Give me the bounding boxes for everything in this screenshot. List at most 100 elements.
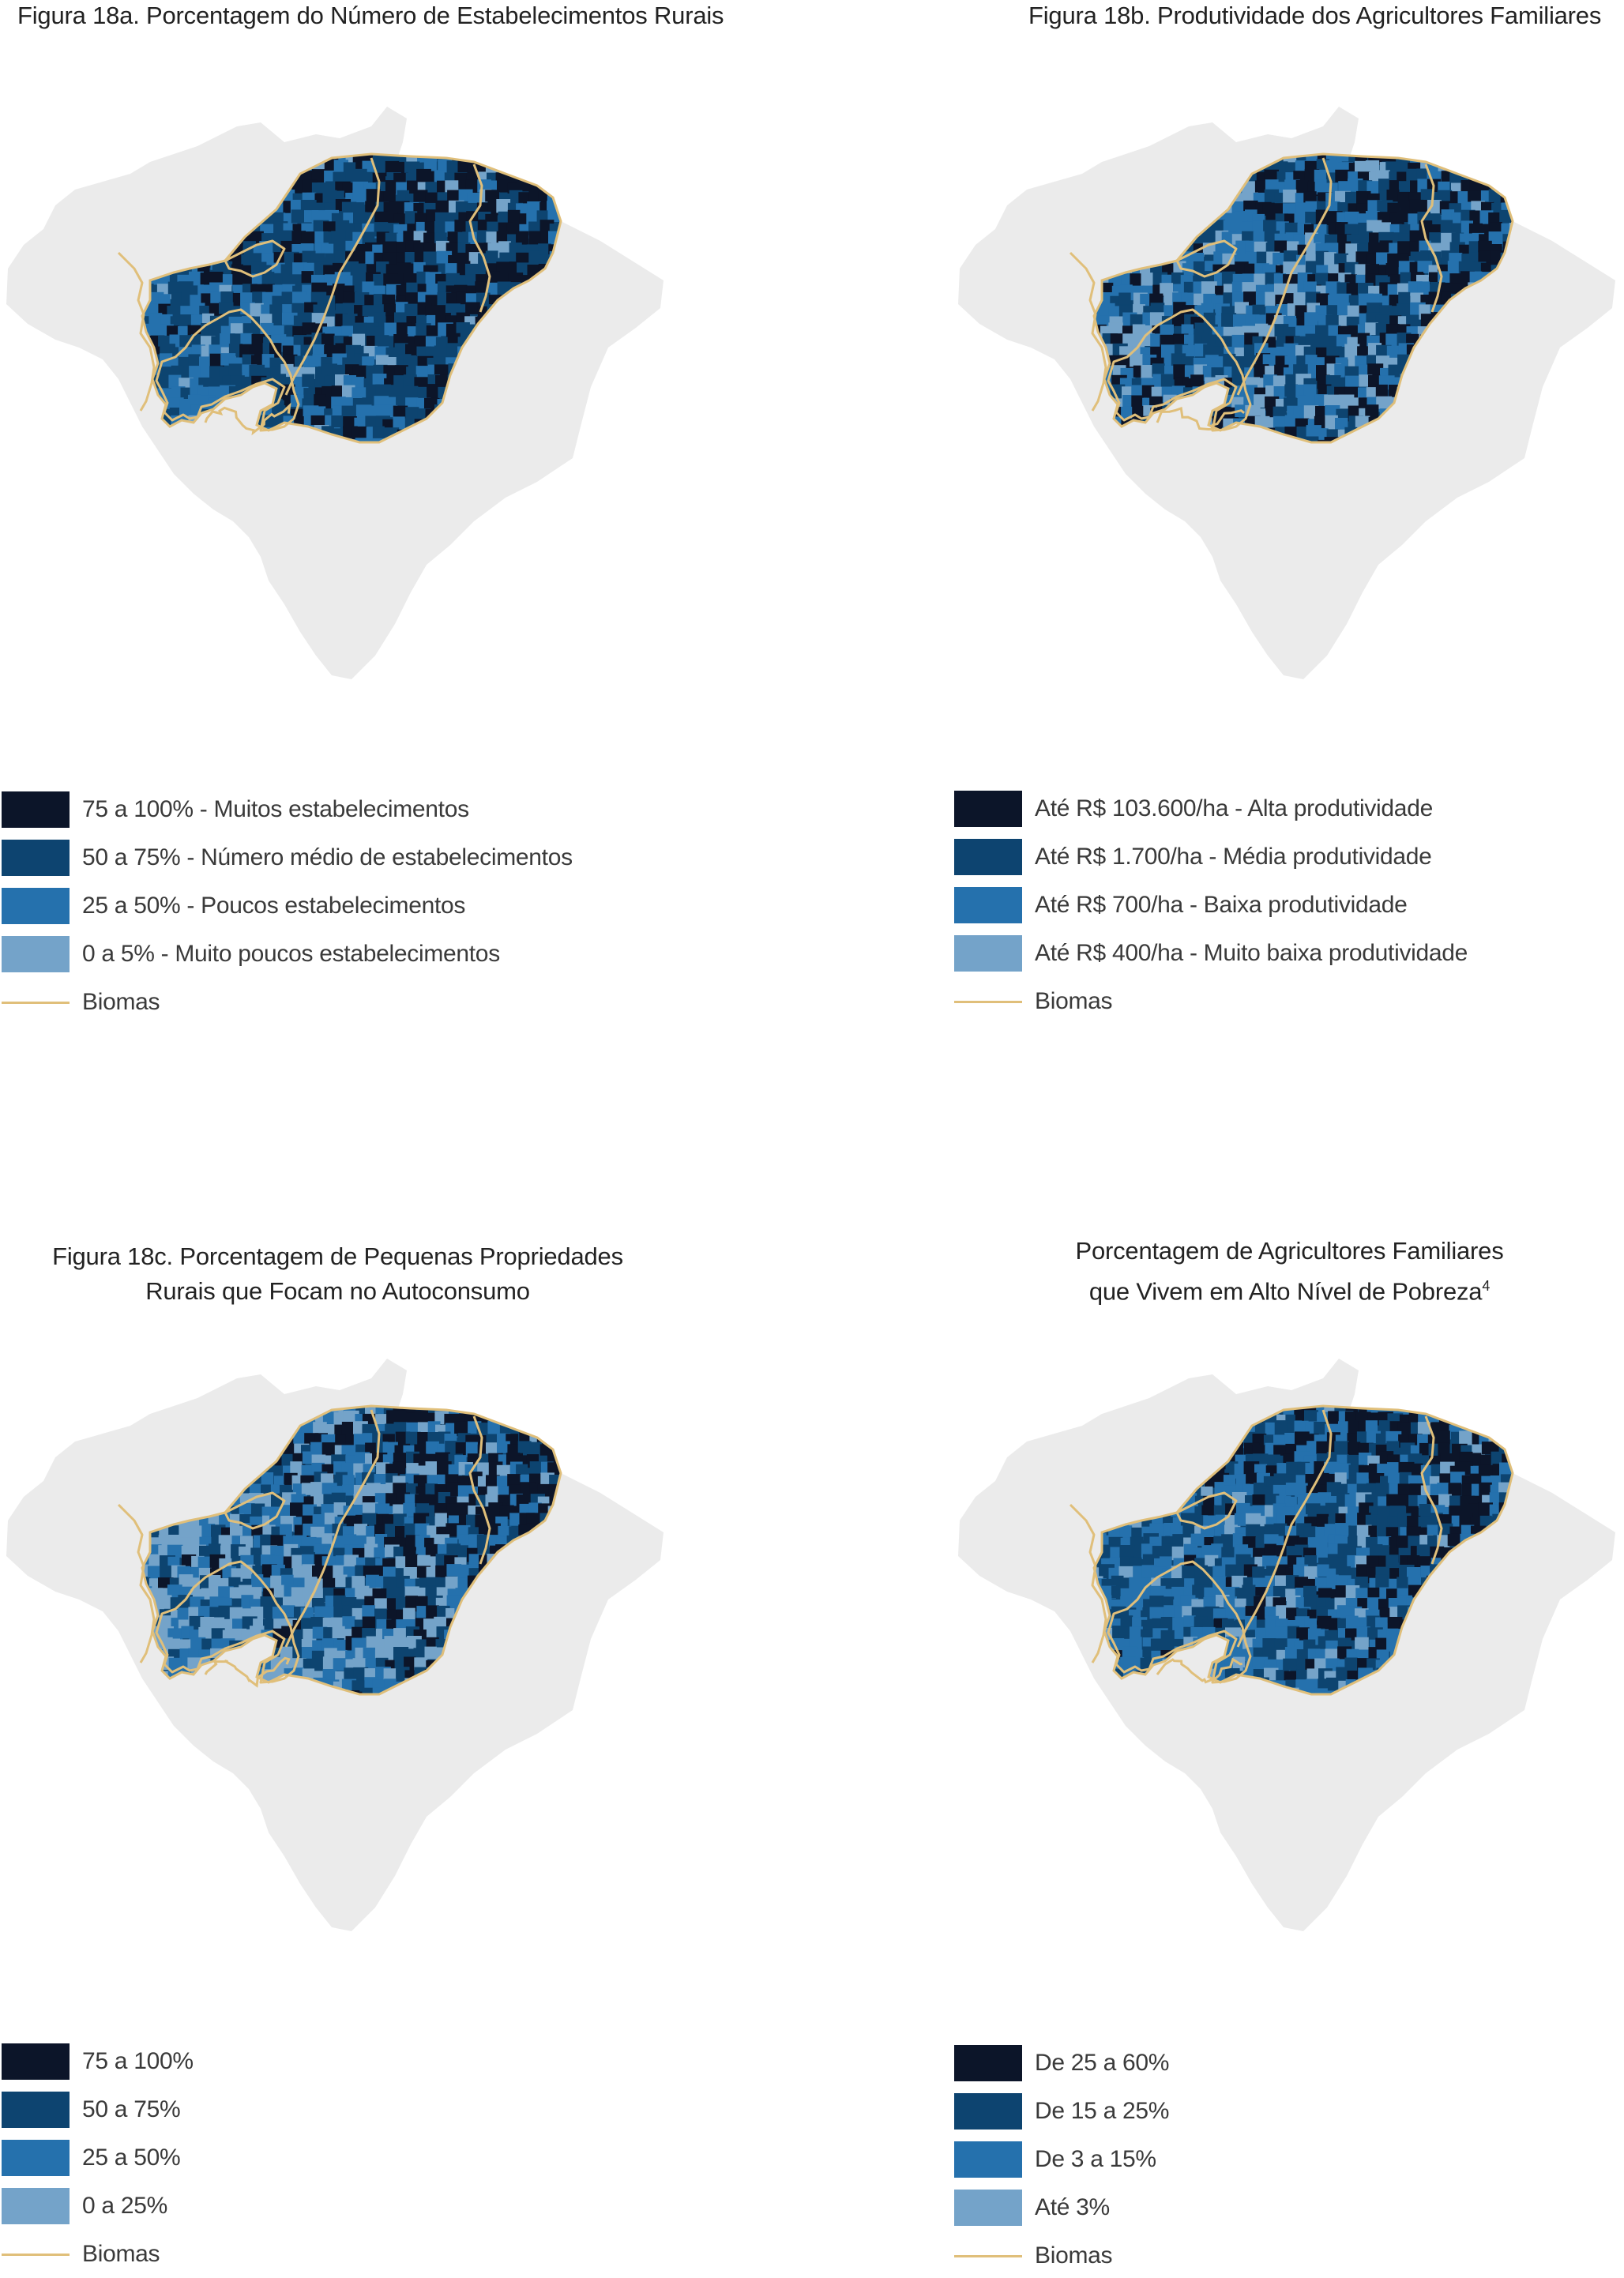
- municipality-cell: [539, 1424, 555, 1438]
- legend-swatch: [2, 2043, 70, 2080]
- municipality-cell: [1356, 1564, 1370, 1578]
- municipality-cell: [1386, 190, 1400, 202]
- municipality-cell: [1512, 1420, 1513, 1434]
- municipality-cell: [1335, 222, 1348, 235]
- municipality-cell: [558, 190, 561, 206]
- municipality-cell: [425, 192, 438, 206]
- municipality-cell: [559, 1422, 561, 1435]
- biome-boundary: [468, 164, 491, 313]
- municipality-cell: [1253, 1483, 1267, 1495]
- municipality-cell: [167, 1544, 183, 1558]
- municipality-cell: [291, 209, 304, 224]
- municipality-cell: [1345, 191, 1359, 205]
- municipality-cell: [310, 1659, 325, 1671]
- municipality-cell: [425, 1461, 438, 1475]
- municipality-cell: [1254, 273, 1268, 288]
- municipality-cell: [272, 313, 285, 329]
- municipality-cell: [281, 1574, 294, 1588]
- municipality-cell: [189, 366, 201, 379]
- municipality-cell: [362, 231, 375, 244]
- municipality-cell: [1274, 1420, 1288, 1436]
- legend-label: 0 a 5% - Muito poucos estabelecimentos: [82, 941, 500, 967]
- municipality-cell: [383, 273, 398, 286]
- municipality-cell: [251, 1574, 264, 1588]
- municipality-cell: [147, 1566, 162, 1581]
- municipality-cell: [1252, 1656, 1269, 1671]
- municipality-cell: [559, 1434, 561, 1449]
- municipality-cell: [1479, 154, 1493, 163]
- municipality-cell: [1283, 1406, 1298, 1415]
- choropleth-map: [6, 1359, 664, 1931]
- municipality-cell: [497, 179, 509, 193]
- municipality-cell: [508, 1406, 524, 1417]
- municipality-cell: [1262, 202, 1275, 216]
- legend-item-biomas: Biomas: [954, 982, 1113, 1021]
- municipality-cell: [1459, 1430, 1474, 1446]
- municipality-cell: [1369, 232, 1382, 245]
- municipality-cell: [413, 190, 428, 202]
- municipality-cell: [311, 210, 326, 224]
- municipality-cell: [1325, 336, 1338, 349]
- municipality-cell: [240, 333, 253, 346]
- biome-boundary: [155, 308, 300, 432]
- municipality-cell: [1513, 1445, 1527, 1458]
- municipality-cell: [1192, 1584, 1209, 1598]
- municipality-cell: [218, 1535, 234, 1548]
- municipality-cell: [1325, 281, 1340, 296]
- municipality-cell: [1305, 261, 1318, 275]
- municipality-cell: [1110, 384, 1126, 400]
- municipality-cell: [148, 313, 163, 326]
- municipality-cell: [353, 1691, 367, 1694]
- municipality-cell: [273, 1584, 287, 1600]
- municipality-cell: [1252, 304, 1265, 318]
- municipality-cell: [393, 1513, 407, 1526]
- municipality-cell: [355, 1585, 370, 1599]
- municipality-cell: [362, 1605, 375, 1620]
- municipality-cell: [1468, 190, 1482, 204]
- municipality-cell: [301, 231, 316, 245]
- municipality-cell: [1471, 1406, 1485, 1415]
- municipality-cell: [1314, 169, 1330, 182]
- municipality-cell: [1438, 1494, 1452, 1509]
- municipality-cell: [1242, 1584, 1256, 1598]
- municipality-cell: [1408, 1463, 1423, 1479]
- municipality-cell: [351, 426, 367, 442]
- municipality-cell: [342, 385, 355, 398]
- title-line: Figura 18a. Porcentagem do Número de Est…: [17, 2, 724, 29]
- municipality-cell: [1407, 1516, 1421, 1529]
- municipality-cell: [445, 1523, 461, 1537]
- municipality-cell: [425, 1585, 440, 1599]
- municipality-cell: [1283, 261, 1298, 276]
- municipality-cell: [1314, 1658, 1329, 1671]
- municipality-cell: [1265, 1627, 1278, 1641]
- municipality-cell: [1303, 436, 1319, 442]
- municipality-cell: [1334, 1406, 1350, 1413]
- municipality-cell: [1233, 314, 1248, 329]
- municipality-cell: [1306, 1668, 1320, 1682]
- municipality-cell: [487, 1420, 501, 1434]
- municipality-cell: [1296, 1627, 1310, 1641]
- municipality-cell: [456, 322, 470, 336]
- municipality-cell: [1416, 1544, 1431, 1557]
- municipality-cell: [497, 1406, 512, 1417]
- municipality-cell: [1460, 1412, 1476, 1426]
- municipality-cell: [1221, 271, 1235, 288]
- municipality-cell: [1417, 261, 1433, 273]
- municipality-cell: [1234, 1513, 1248, 1526]
- municipality-cell: [1283, 274, 1299, 287]
- municipality-cell: [1499, 1406, 1512, 1415]
- municipality-cell: [434, 221, 447, 235]
- municipality-cell: [280, 1524, 292, 1539]
- municipality-cell: [352, 365, 368, 379]
- municipality-cell: [560, 1410, 561, 1423]
- municipality-cell: [1398, 181, 1412, 194]
- municipality-cell: [383, 1577, 397, 1592]
- municipality-cell: [251, 1503, 265, 1518]
- municipality-cell: [282, 312, 298, 325]
- legend-label: Até R$ 1.700/ha - Média produtividade: [1035, 844, 1432, 870]
- municipality-cell: [372, 438, 386, 442]
- municipality-cell: [373, 154, 385, 162]
- biomas-line-swatch: [2, 2253, 70, 2256]
- municipality-cell: [1306, 1503, 1321, 1517]
- municipality-cell: [1141, 385, 1155, 398]
